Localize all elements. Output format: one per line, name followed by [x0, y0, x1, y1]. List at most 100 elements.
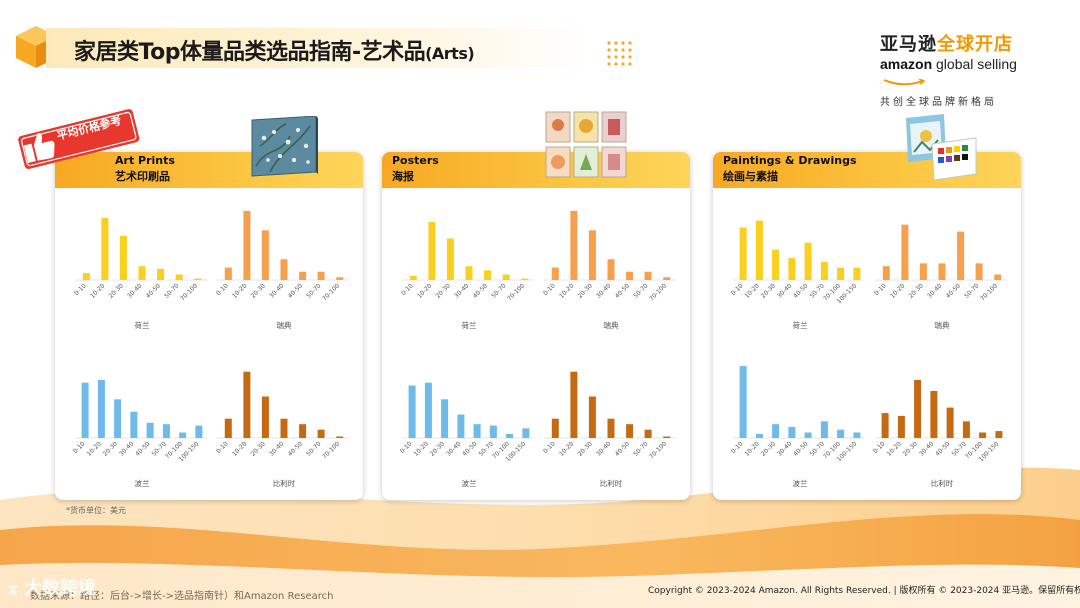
bar — [957, 231, 965, 280]
country-label: 比利时 — [273, 478, 296, 488]
x-tick-label: 0-10 — [215, 440, 230, 455]
bar — [820, 421, 828, 438]
x-tick-label: 30-40 — [268, 282, 285, 299]
bar — [506, 433, 514, 438]
bar — [788, 426, 796, 438]
bar — [224, 267, 232, 280]
x-tick-label: 70-100 — [321, 440, 341, 460]
panel-title-en: Paintings & Drawings — [723, 154, 857, 167]
x-tick-label: 40-50 — [287, 440, 304, 457]
watermark-logo: ⧖ 大数跨境 — [8, 578, 97, 599]
bar — [138, 266, 146, 280]
x-tick-label: 70-100 — [648, 440, 668, 460]
brand-en: amazon global selling — [880, 56, 1017, 72]
bar — [820, 262, 828, 280]
bar — [521, 278, 529, 280]
panel-title-en: Art Prints — [115, 154, 175, 167]
bar — [551, 418, 559, 438]
bar — [994, 274, 1002, 280]
bar — [626, 424, 634, 438]
bar — [473, 424, 481, 438]
x-tick-label: 30-40 — [268, 440, 285, 457]
bar — [243, 371, 251, 438]
price-reference-badge: 平均价格参考 — [14, 108, 144, 172]
x-tick-label: 70-100 — [321, 282, 341, 302]
x-tick-label: 20-30 — [102, 440, 119, 457]
x-tick-label: 50-70 — [632, 440, 649, 457]
bar — [644, 271, 652, 280]
bar — [938, 263, 946, 280]
brand-cn: 亚马逊全球开店 — [880, 34, 1013, 55]
panel-art-prints: Art Prints 艺术印刷品 0-10 10-20 20-30 30-40 40-5… — [55, 152, 363, 500]
bar — [502, 274, 510, 280]
bar — [570, 371, 578, 438]
x-tick-label: 20-30 — [577, 440, 594, 457]
panel-posters: Posters 海报 0-10 10-20 20-30 30-40 40-50 50-70… — [382, 152, 690, 500]
bar — [772, 249, 780, 280]
bar — [663, 277, 671, 280]
x-tick-label: 30-40 — [595, 440, 612, 457]
x-tick-label: 30-40 — [453, 282, 470, 299]
bar — [194, 278, 202, 280]
bar — [457, 414, 465, 438]
currency-note: *货币单位：美元 — [66, 506, 126, 515]
bar — [408, 385, 416, 438]
bar — [522, 428, 530, 438]
panel-title-cn: 海报 — [392, 170, 414, 183]
bar — [162, 424, 170, 438]
dot-grid-decoration — [607, 41, 632, 66]
x-tick-label: 10-20 — [413, 440, 430, 457]
x-tick-label: 50-70 — [305, 440, 322, 457]
panel-title-cn: 绘画与素描 — [723, 170, 778, 183]
x-tick-label: 40-50 — [614, 282, 631, 299]
bar — [146, 422, 154, 438]
bar — [101, 217, 109, 280]
x-tick-label: 10-20 — [744, 440, 761, 457]
x-tick-label: 0-10 — [215, 282, 230, 297]
bar — [930, 391, 938, 438]
country-label: 比利时 — [600, 478, 623, 488]
x-tick-label: 40-50 — [792, 440, 809, 457]
x-tick-label: 10-20 — [889, 282, 906, 299]
x-tick-label: 50-70 — [163, 282, 180, 299]
watermark-mark-icon: ⧖ — [8, 582, 18, 598]
brand-tagline: 共创全球品牌新格局 — [880, 97, 997, 108]
bar — [979, 432, 987, 438]
x-tick-label: 30-40 — [926, 282, 943, 299]
bar — [97, 380, 105, 438]
country-label: 比利时 — [931, 478, 954, 488]
country-label: 波兰 — [135, 478, 150, 488]
x-tick-label: 30-40 — [776, 440, 793, 457]
bar — [837, 429, 845, 438]
x-tick-label: 40-50 — [472, 282, 489, 299]
bar — [428, 222, 436, 280]
x-tick-label: 10-20 — [558, 440, 575, 457]
panel-title-cn: 艺术印刷品 — [115, 170, 170, 183]
x-tick-label: 40-50 — [614, 440, 631, 457]
x-tick-label: 50-70 — [305, 282, 322, 299]
country-label: 波兰 — [462, 478, 477, 488]
x-tick-label: 70-100 — [506, 282, 526, 302]
bar — [607, 259, 615, 280]
x-tick-label: 70-100 — [179, 282, 199, 302]
thumbs-up-icon — [18, 109, 140, 169]
brand-logo: 亚马逊全球开店 amazon global selling 共创全球品牌新格局 — [880, 30, 1030, 108]
bar — [81, 382, 89, 438]
bar — [882, 266, 890, 280]
bar — [409, 275, 417, 280]
x-tick-label: 20-30 — [250, 282, 267, 299]
bar — [317, 271, 325, 280]
bar — [901, 224, 909, 280]
art-print-thumbnail — [251, 116, 318, 177]
x-tick-label: 20-30 — [577, 282, 594, 299]
bar — [772, 424, 780, 438]
x-tick-label: 40-50 — [945, 282, 962, 299]
bar — [280, 418, 288, 438]
x-tick-label: 0-10 — [542, 440, 557, 455]
bar — [588, 396, 596, 438]
